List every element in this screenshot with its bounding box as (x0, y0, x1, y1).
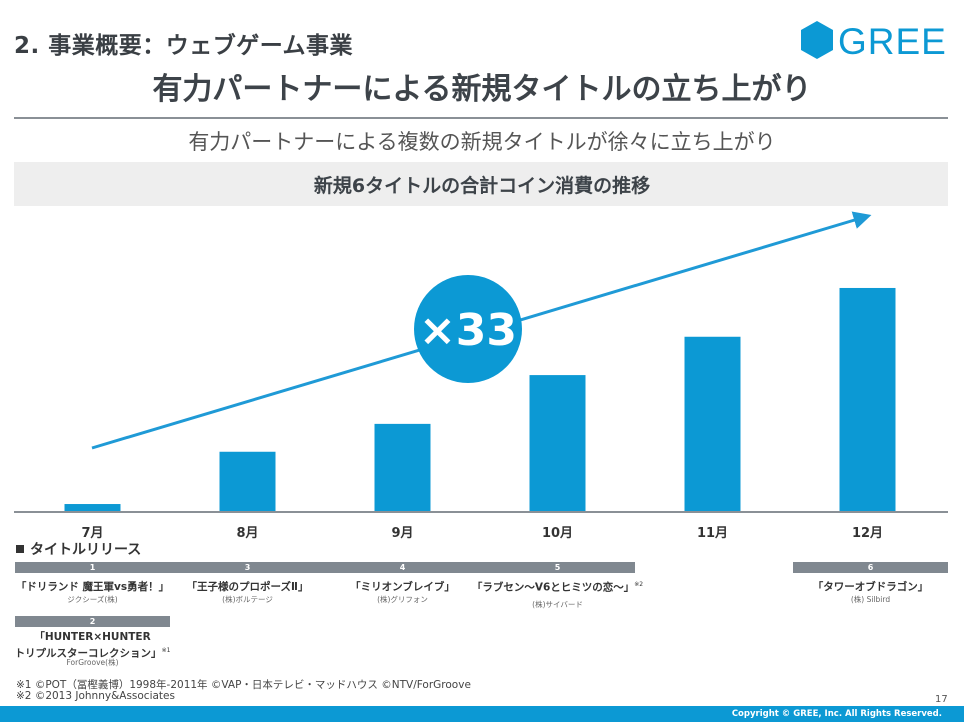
bar-5 (684, 336, 741, 511)
bar-2 (219, 451, 276, 511)
growth-badge (414, 275, 522, 383)
copyright: Copyright © GREE, Inc. All Rights Reserv… (731, 709, 942, 719)
square-bullet-icon (16, 545, 24, 553)
x-tick-label: 8月 (236, 526, 259, 541)
growth-multiplier: ×33 (419, 305, 517, 356)
release-title: 「ラブセン～V6とヒミツの恋～」※2 (471, 581, 644, 594)
section-title: 2. 事業概要：ウェブゲーム事業 (14, 33, 354, 59)
release-title: 「ミリオンブレイブ」 (350, 581, 455, 593)
release-number: 4 (325, 562, 480, 573)
release-company: (株)グリフォン (377, 595, 428, 604)
release-number: 1 (15, 562, 170, 573)
release-company: ForGroove(株) (66, 658, 119, 667)
release-title: 「王子様のプロポーズⅡ」 (186, 581, 309, 593)
bar-1 (64, 504, 121, 511)
x-tick-label: 7月 (81, 526, 104, 541)
release-company: (株)ボルテージ (222, 595, 273, 604)
footnote: ※1 ©POT（冨樫義博）1998年-2011年 ©VAP・日本テレビ・マッドハ… (16, 679, 471, 691)
page-title: 有力パートナーによる新規タイトルの立ち上がり (152, 72, 812, 107)
chart-banner (14, 162, 948, 206)
bar-4 (529, 375, 586, 511)
x-tick-label: 12月 (851, 526, 884, 541)
release-title: 「タワーオブドラゴン」 (812, 581, 929, 593)
release-company: (株) Silbird (850, 595, 891, 604)
release-heading: タイトルリリース (16, 539, 141, 559)
chart-title: 新規6タイトルの合計コイン消費の推移 (313, 175, 651, 197)
title-divider (14, 117, 948, 119)
release-company: ジクシーズ(株) (67, 595, 118, 604)
hexagon-logo-icon (801, 21, 833, 59)
release-number: 2 (15, 616, 170, 627)
coin-consumption-chart: ×33 (64, 211, 896, 511)
gree-logo: GREE (800, 20, 947, 62)
release-title: 「HUNTER×HUNTER トリプルスターコレクション」※1 (14, 631, 171, 660)
x-tick-label: 10月 (541, 526, 574, 541)
page-number: 17 (935, 694, 948, 705)
x-tick-label: 11月 (696, 526, 729, 541)
release-number: 3 (170, 562, 325, 573)
slide-subtitle: 有力パートナーによる複数の新規タイトルが徐々に立ち上がり (188, 130, 776, 154)
bar-6 (839, 287, 896, 511)
release-title: 「ドリランド 魔王軍vs勇者！」 (15, 581, 170, 593)
release-number: 5 (480, 562, 635, 573)
x-tick-label: 9月 (391, 526, 414, 541)
x-axis (14, 511, 948, 513)
logo-text: GREE (838, 21, 947, 62)
bar-3 (374, 423, 431, 511)
release-company: (株)サイバード (532, 600, 583, 609)
release-number: 6 (793, 562, 948, 573)
footer-bar (0, 706, 964, 722)
footnote: ※2 ©2013 Johnny&Associates (16, 690, 175, 702)
